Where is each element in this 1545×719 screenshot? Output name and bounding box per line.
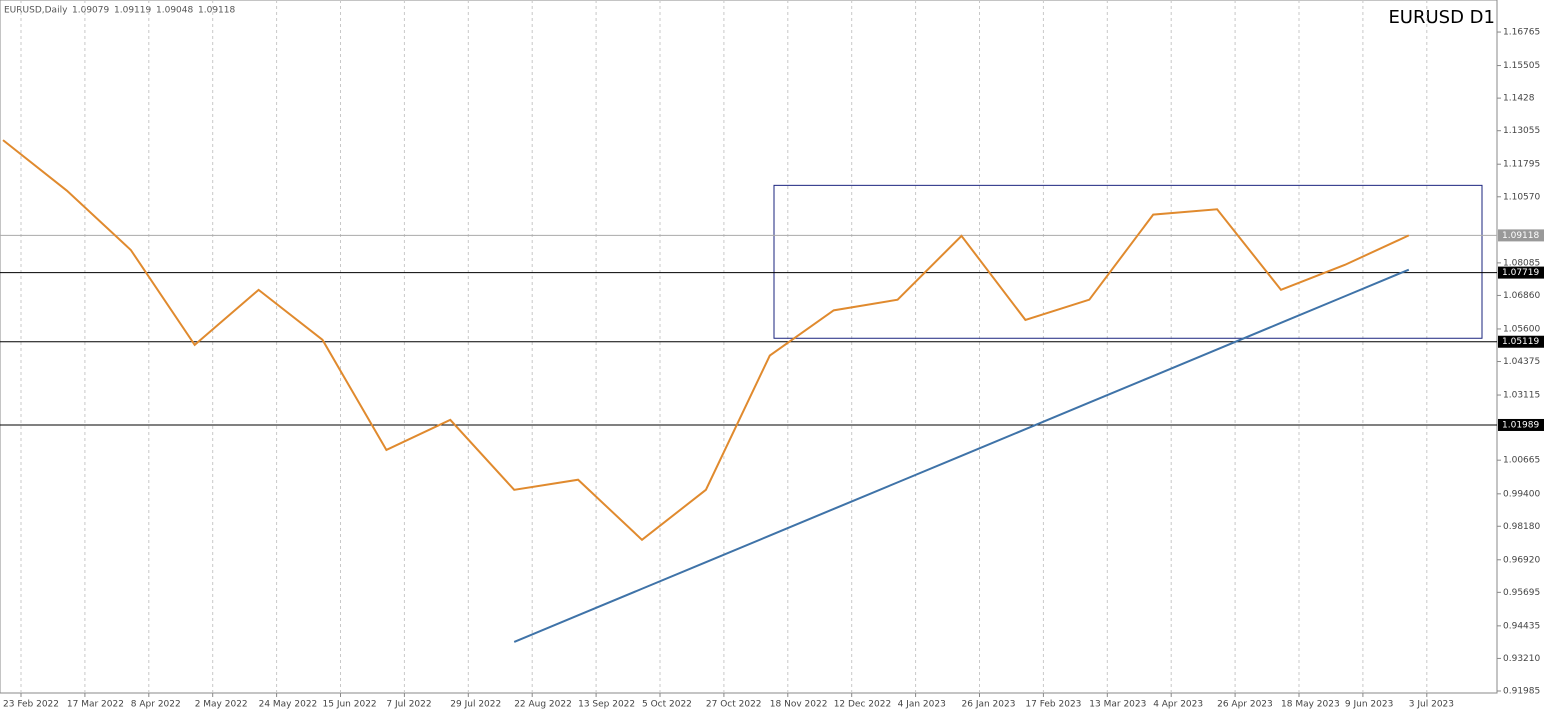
x-tick-label: 12 Dec 2022 [834, 700, 892, 710]
price-tag-label: 1.09118 [1502, 231, 1539, 241]
ohlc-value: 1.09079 [72, 6, 109, 16]
y-tick-label: 1.13055 [1503, 126, 1540, 136]
price-tag [1498, 229, 1544, 242]
price-tag [1498, 418, 1544, 431]
x-tick-label: 18 Nov 2022 [770, 700, 828, 710]
y-tick-label: 0.99400 [1503, 489, 1540, 499]
x-tick-label: 13 Sep 2022 [578, 700, 635, 710]
series-line [513, 268, 1410, 643]
x-tick-label: 26 Jan 2023 [962, 700, 1016, 710]
y-tick-label: 0.98180 [1503, 522, 1540, 532]
y-tick-label: 0.95695 [1503, 588, 1540, 598]
x-tick-label: 18 May 2023 [1281, 700, 1340, 710]
y-tick-label: 1.10570 [1503, 192, 1540, 202]
price-tag-label: 1.05119 [1502, 337, 1539, 347]
y-tick-label: 1.15505 [1503, 61, 1540, 71]
y-tick-label: 0.91985 [1503, 687, 1540, 697]
x-tick-label: 3 Jul 2023 [1409, 700, 1454, 710]
y-tick-label: 0.93210 [1503, 654, 1540, 664]
y-tick-label: 0.96920 [1503, 555, 1540, 565]
x-tick-label: 13 Mar 2023 [1089, 700, 1146, 710]
x-tick-label: 4 Jan 2023 [898, 700, 946, 710]
y-tick-label: 0.94435 [1503, 621, 1540, 631]
y-tick-label: 1.06860 [1503, 291, 1540, 301]
plot-frame [0, 0, 1498, 694]
x-tick-label: 2 May 2022 [195, 700, 248, 710]
x-tick-label: 4 Apr 2023 [1153, 700, 1203, 710]
series-line [2, 139, 1410, 542]
ohlc-value: 1.09119 [114, 6, 151, 16]
x-tick-label: 22 Aug 2022 [514, 700, 572, 710]
x-tick-label: 24 May 2022 [259, 700, 318, 710]
y-tick-label: 1.00665 [1503, 456, 1540, 466]
x-tick-label: 26 Apr 2023 [1217, 700, 1273, 710]
price-tag [1498, 335, 1544, 348]
x-tick-label: 17 Feb 2023 [1025, 700, 1081, 710]
range-box [773, 184, 1483, 339]
x-tick-label: 5 Oct 2022 [642, 700, 692, 710]
y-tick-label: 1.1428 [1503, 94, 1535, 104]
y-tick-label: 1.08085 [1503, 258, 1540, 268]
x-tick-label: 15 Jun 2022 [323, 700, 377, 710]
x-tick-label: 9 Jun 2023 [1345, 700, 1393, 710]
price-tag [1498, 266, 1544, 279]
price-tag-label: 1.07719 [1502, 268, 1539, 278]
x-tick-label: 7 Jul 2022 [386, 700, 431, 710]
y-tick-label: 1.03115 [1503, 391, 1540, 401]
chart-title: EURUSD D1 [1388, 7, 1495, 28]
symbol-label: EURUSD,Daily [4, 6, 68, 16]
x-tick-label: 23 Feb 2022 [3, 700, 59, 710]
y-tick-label: 1.11795 [1503, 160, 1540, 170]
y-tick-label: 1.04375 [1503, 357, 1540, 367]
x-tick-label: 17 Mar 2022 [67, 700, 124, 710]
price-tag-label: 1.01989 [1502, 420, 1539, 430]
ohlc-value: 1.09118 [198, 6, 235, 16]
ohlc-value: 1.09048 [156, 6, 193, 16]
y-tick-label: 1.05600 [1503, 324, 1540, 334]
x-tick-label: 29 Jul 2022 [450, 700, 501, 710]
y-tick-label: 1.16765 [1503, 28, 1540, 38]
x-tick-label: 27 Oct 2022 [706, 700, 762, 710]
x-tick-label: 8 Apr 2022 [131, 700, 181, 710]
